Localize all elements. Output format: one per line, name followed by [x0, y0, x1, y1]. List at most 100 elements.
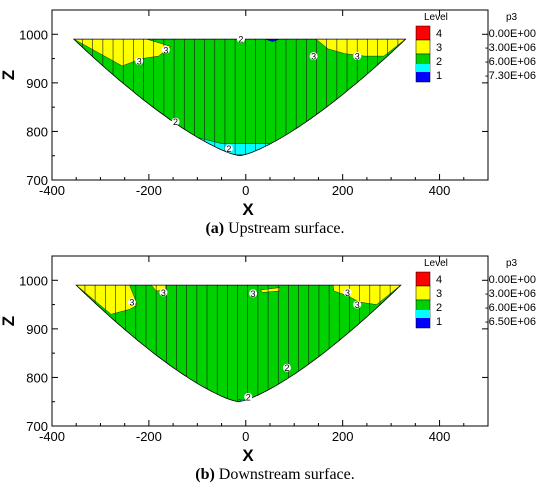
- x-tick-label: 200: [332, 429, 354, 444]
- contour-label: 3: [309, 52, 318, 62]
- contour-region-level-3: [73, 39, 172, 67]
- legend-level: 3: [436, 42, 442, 54]
- y-tick-label: 800: [26, 370, 48, 385]
- legend-value: 0.00E+00: [489, 28, 536, 40]
- y-tick-label: 800: [26, 124, 48, 139]
- x-tick-label: 400: [429, 183, 451, 198]
- panel-upstream: 2 3 3 3 3 2 2 -400 -200 0 200 400 700 800 900 1000 X Z Lev…: [0, 0, 550, 245]
- contour-chart-upstream: 2 3 3 3 3 2 2 -400 -200 0 200 400 700 800 900 1000 X Z Lev…: [0, 9, 536, 219]
- x-tick-label: 200: [332, 183, 354, 198]
- panel-downstream: 3 3 3 3 3 2 2 -400 -200 0 200 400 700 800 900 1000 X Z Lev…: [0, 246, 550, 491]
- dam-outline: [72, 38, 407, 157]
- contour-label: 2: [224, 144, 233, 154]
- y-axis-label: Z: [0, 70, 18, 80]
- y-tick-label: 1000: [19, 27, 48, 42]
- contour-label: 3: [159, 288, 168, 298]
- contour-label: 3: [161, 45, 170, 55]
- x-tick-label: -400: [39, 183, 65, 198]
- legend-value: -3.00E+06: [485, 288, 536, 300]
- x-axis-label: X: [242, 446, 254, 465]
- y-tick-label: 1000: [19, 273, 48, 288]
- y-tick-label: 900: [26, 322, 48, 337]
- svg-text:3: 3: [355, 52, 360, 62]
- legend-entry: 3 -3.00E+06: [415, 285, 536, 301]
- y-tick-label: 700: [26, 173, 48, 188]
- x-tick-label: -400: [39, 429, 65, 444]
- legend-entry: 4 0.00E+00: [415, 271, 536, 287]
- legend-entry: 1 -6.50E+06: [415, 313, 536, 329]
- legend-swatch: [415, 39, 431, 55]
- y-tick-label: 700: [26, 419, 48, 434]
- legend-level: 4: [436, 274, 442, 286]
- caption-tag: (a): [205, 220, 225, 237]
- svg-text:3: 3: [251, 289, 256, 299]
- svg-text:3: 3: [355, 300, 360, 310]
- legend-entry: 2 -6.00E+06: [415, 299, 536, 315]
- legend-entry: 4 0.00E+00: [415, 25, 536, 41]
- legend-value-header: p3: [506, 258, 518, 269]
- svg-text:3: 3: [137, 57, 142, 67]
- y-tick-label: 900: [26, 76, 48, 91]
- legend-swatch: [415, 285, 431, 301]
- contour-label: 2: [171, 117, 180, 127]
- legend-swatch: [415, 271, 431, 287]
- contour-region-level-2: [76, 285, 401, 402]
- contour-label: 2: [236, 35, 245, 45]
- dam-outline: [75, 284, 402, 403]
- contour-label: 2: [282, 363, 291, 373]
- legend-value: -3.00E+06: [485, 42, 536, 54]
- legend-level: 2: [436, 302, 442, 314]
- svg-text:2: 2: [284, 363, 289, 373]
- contour-label: 3: [135, 57, 144, 67]
- contour-label: 3: [249, 289, 258, 299]
- legend-swatch-intermediate: [416, 64, 430, 72]
- caption-text: Downstream surface.: [214, 466, 355, 483]
- legend-swatch: [415, 25, 431, 41]
- svg-text:2: 2: [173, 117, 178, 127]
- contour-region-level-3: [76, 285, 138, 315]
- contour-label: 3: [343, 288, 352, 298]
- caption-tag: (b): [195, 466, 215, 483]
- contour-label: 3: [127, 298, 136, 308]
- x-tick-label: -200: [136, 183, 162, 198]
- x-axis-label: X: [242, 200, 254, 219]
- legend-level: 4: [436, 28, 442, 40]
- contour-label: 3: [353, 300, 362, 310]
- svg-text:3: 3: [161, 288, 166, 298]
- legend-value: -6.50E+06: [485, 316, 536, 328]
- legend-value: -6.00E+06: [485, 56, 536, 68]
- svg-text:2: 2: [238, 35, 243, 45]
- legend-value-header: p3: [506, 12, 518, 23]
- legend-entry: 3 -3.00E+06: [415, 39, 536, 55]
- legend-title: Level: [424, 258, 448, 269]
- y-axis-label: Z: [0, 316, 18, 326]
- legend-level: 3: [436, 288, 442, 300]
- legend-level: 1: [436, 70, 442, 82]
- svg-text:3: 3: [129, 298, 134, 308]
- legend-entry: 2 -6.00E+06: [415, 53, 536, 69]
- caption-text: Upstream surface.: [224, 220, 345, 237]
- x-tick-label: 0: [242, 183, 249, 198]
- plot-area: 2 3 3 3 3 2 2: [72, 35, 407, 157]
- legend: Level p3 4 0.00E+00 3 -3.00E+06 2 -6.00E+06 1 -7.…: [415, 12, 536, 83]
- contour-region-level-2: [73, 39, 406, 156]
- legend-swatch-intermediate: [416, 310, 430, 318]
- contour-label: 2: [244, 392, 253, 402]
- svg-text:3: 3: [163, 45, 168, 55]
- legend-value: 0.00E+00: [489, 274, 536, 286]
- svg-text:2: 2: [226, 144, 231, 154]
- contour-region-level-3: [315, 39, 406, 57]
- legend-level: 2: [436, 56, 442, 68]
- legend: Level p3 4 0.00E+00 3 -3.00E+06 2 -6.00E+06 1 -6.…: [415, 258, 536, 329]
- svg-text:2: 2: [246, 392, 251, 402]
- caption-upstream: (a) Upstream surface.: [0, 220, 550, 238]
- legend-value: -6.00E+06: [485, 302, 536, 314]
- contour-region-level-3: [259, 287, 280, 293]
- x-tick-label: 400: [429, 429, 451, 444]
- legend-entry: 1 -7.30E+06: [415, 67, 536, 83]
- x-tick-label: 0: [242, 429, 249, 444]
- caption-downstream: (b) Downstream surface.: [0, 466, 550, 484]
- contour-label: 3: [353, 52, 362, 62]
